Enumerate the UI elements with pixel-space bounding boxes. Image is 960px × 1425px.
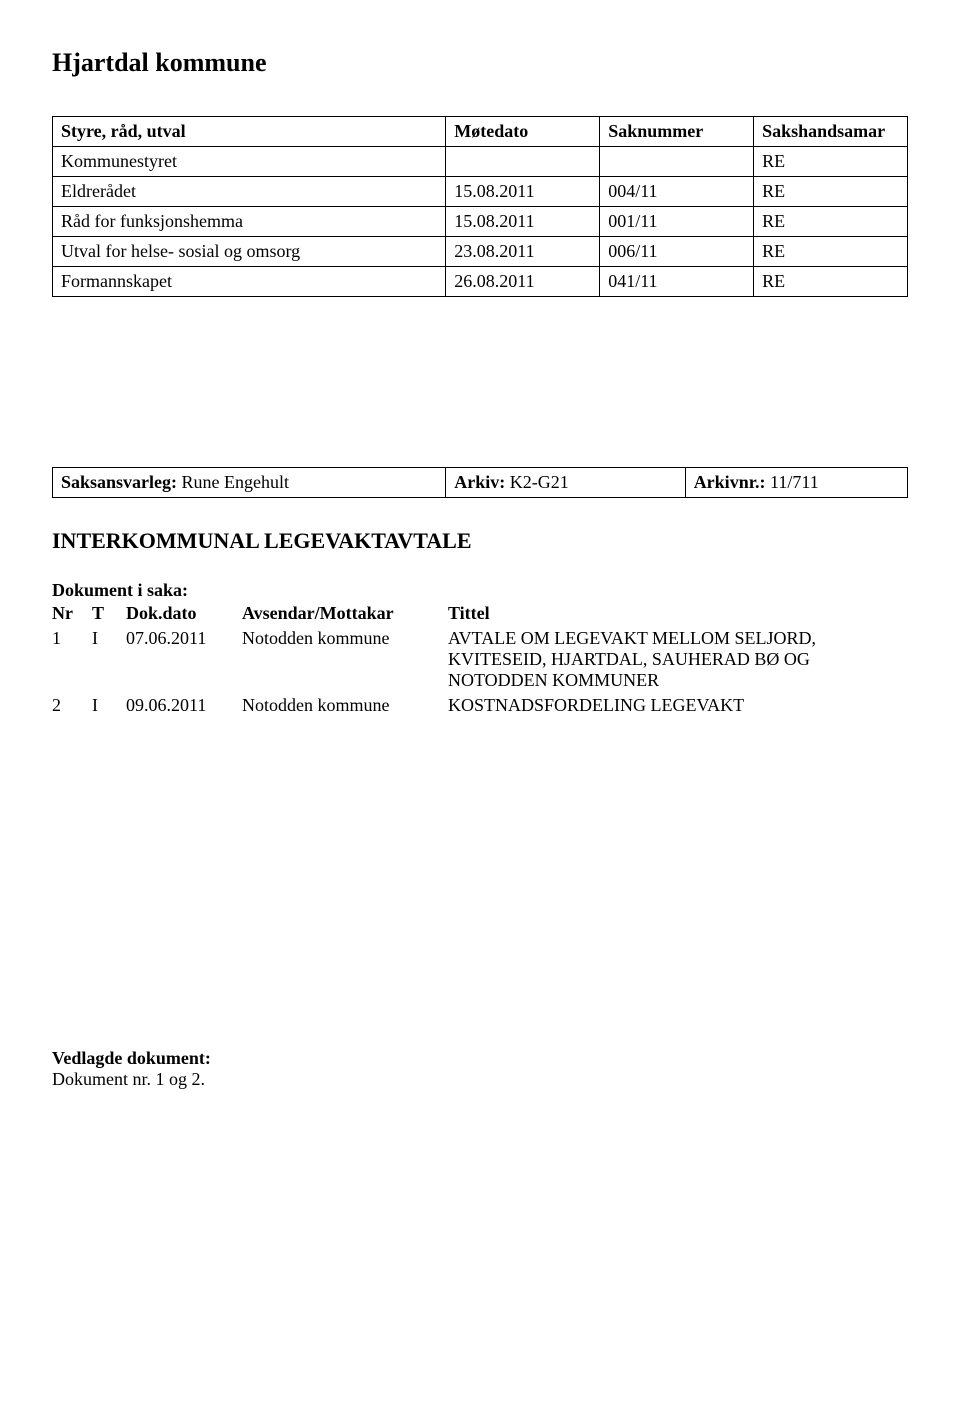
attachments-section: Vedlagde dokument: Dokument nr. 1 og 2. bbox=[52, 1048, 908, 1090]
table-row: Utval for helse- sosial og omsorg 23.08.… bbox=[53, 237, 908, 267]
col-nr-header: Nr bbox=[52, 601, 92, 626]
cell-date: 07.06.2011 bbox=[126, 626, 242, 693]
cell-t: I bbox=[92, 693, 126, 718]
arkiv-value: K2-G21 bbox=[510, 472, 569, 492]
arkivnr-value: 11/711 bbox=[770, 472, 819, 492]
cell-nr: 2 bbox=[52, 693, 92, 718]
cell-body: Eldrerådet bbox=[53, 177, 446, 207]
table-row: 2 I 09.06.2011 Notodden kommune KOSTNADS… bbox=[52, 693, 908, 718]
cell-date: 15.08.2011 bbox=[446, 207, 600, 237]
col-title-header: Tittel bbox=[448, 601, 908, 626]
cell-date: 26.08.2011 bbox=[446, 267, 600, 297]
cell-handler: RE bbox=[754, 147, 908, 177]
doc-list-table: Nr T Dok.dato Avsendar/Mottakar Tittel 1… bbox=[52, 601, 908, 718]
cell-handler: RE bbox=[754, 237, 908, 267]
cell-title: AVTALE OM LEGEVAKT MELLOM SELJORD, KVITE… bbox=[448, 626, 908, 693]
table-row: Eldrerådet 15.08.2011 004/11 RE bbox=[53, 177, 908, 207]
cell-date: 09.06.2011 bbox=[126, 693, 242, 718]
cell-body: Råd for funksjonshemma bbox=[53, 207, 446, 237]
cell-saknr: 041/11 bbox=[600, 267, 754, 297]
cell-body: Kommunestyret bbox=[53, 147, 446, 177]
table-row: Formannskapet 26.08.2011 041/11 RE bbox=[53, 267, 908, 297]
case-title: INTERKOMMUNAL LEGEVAKTAVTALE bbox=[52, 528, 908, 554]
table-row: Råd for funksjonshemma 15.08.2011 001/11… bbox=[53, 207, 908, 237]
cell-body: Formannskapet bbox=[53, 267, 446, 297]
cell-date: 15.08.2011 bbox=[446, 177, 600, 207]
cell-handler: RE bbox=[754, 177, 908, 207]
saksansvar-label: Saksansvarleg: bbox=[61, 472, 177, 492]
table-row: Saksansvarleg: Rune Engehult Arkiv: K2-G… bbox=[53, 468, 908, 498]
cell-date bbox=[446, 147, 600, 177]
cell-nr: 1 bbox=[52, 626, 92, 693]
col-handler-header: Sakshandsamar bbox=[754, 117, 908, 147]
col-saknr-header: Saknummer bbox=[600, 117, 754, 147]
cell-title: KOSTNADSFORDELING LEGEVAKT bbox=[448, 693, 908, 718]
arkiv-cell: Arkiv: K2-G21 bbox=[446, 468, 685, 498]
table-header-row: Nr T Dok.dato Avsendar/Mottakar Tittel bbox=[52, 601, 908, 626]
cell-saknr: 001/11 bbox=[600, 207, 754, 237]
arkivnr-cell: Arkivnr.: 11/711 bbox=[685, 468, 907, 498]
attachments-text: Dokument nr. 1 og 2. bbox=[52, 1069, 908, 1090]
meeting-table: Styre, råd, utval Møtedato Saknummer Sak… bbox=[52, 116, 908, 297]
saksansvar-cell: Saksansvarleg: Rune Engehult bbox=[53, 468, 446, 498]
cell-saknr: 004/11 bbox=[600, 177, 754, 207]
cell-handler: RE bbox=[754, 207, 908, 237]
cell-saknr bbox=[600, 147, 754, 177]
col-date-header: Møtedato bbox=[446, 117, 600, 147]
arkiv-label: Arkiv: bbox=[454, 472, 505, 492]
cell-body: Utval for helse- sosial og omsorg bbox=[53, 237, 446, 267]
cell-t: I bbox=[92, 626, 126, 693]
cell-handler: RE bbox=[754, 267, 908, 297]
cell-sender: Notodden kommune bbox=[242, 626, 448, 693]
saksansvar-table: Saksansvarleg: Rune Engehult Arkiv: K2-G… bbox=[52, 467, 908, 498]
attachments-label: Vedlagde dokument: bbox=[52, 1048, 908, 1069]
saksansvar-value: Rune Engehult bbox=[182, 472, 289, 492]
col-body-header: Styre, råd, utval bbox=[53, 117, 446, 147]
cell-date: 23.08.2011 bbox=[446, 237, 600, 267]
arkivnr-label: Arkivnr.: bbox=[694, 472, 766, 492]
page-title: Hjartdal kommune bbox=[52, 48, 908, 78]
table-header-row: Styre, råd, utval Møtedato Saknummer Sak… bbox=[53, 117, 908, 147]
table-row: 1 I 07.06.2011 Notodden kommune AVTALE O… bbox=[52, 626, 908, 693]
cell-saknr: 006/11 bbox=[600, 237, 754, 267]
col-t-header: T bbox=[92, 601, 126, 626]
doc-list-heading: Dokument i saka: bbox=[52, 580, 908, 601]
col-sender-header: Avsendar/Mottakar bbox=[242, 601, 448, 626]
table-row: Kommunestyret RE bbox=[53, 147, 908, 177]
col-date-header: Dok.dato bbox=[126, 601, 242, 626]
cell-sender: Notodden kommune bbox=[242, 693, 448, 718]
